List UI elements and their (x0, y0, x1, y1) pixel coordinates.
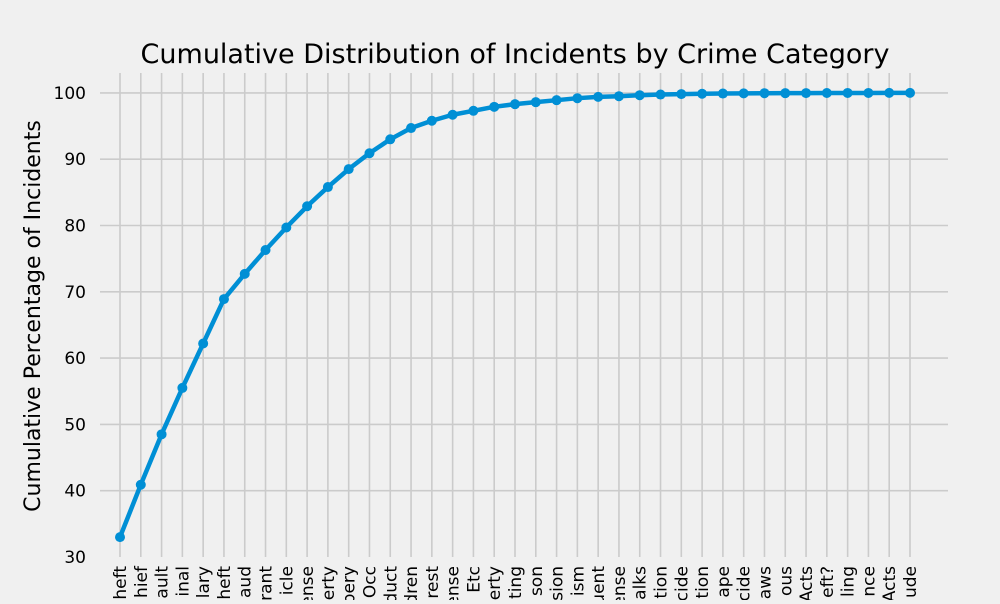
x-tick-label: lary (194, 566, 214, 598)
x-tick-label: Acts (880, 566, 900, 600)
chart-title: Cumulative Distribution of Incidents by … (141, 39, 890, 70)
data-point (198, 338, 209, 349)
x-tick-label: Etc (464, 566, 484, 593)
x-tick-label: alks (631, 566, 651, 600)
y-tick-labels: 30 40 50 60 70 80 90 100 (54, 84, 86, 568)
x-tick-label: ense (610, 566, 630, 600)
x-tick-label: heft (111, 566, 131, 600)
data-point (655, 89, 666, 100)
data-point (801, 88, 812, 99)
data-point (697, 88, 708, 99)
data-point (135, 479, 146, 490)
y-tick-label: 30 (64, 548, 86, 568)
x-tick-label: erty (485, 566, 505, 600)
data-point (905, 87, 915, 98)
x-tick-label: heft (215, 566, 235, 600)
x-tick-label: duct (381, 566, 401, 600)
x-tick-label: ism (568, 566, 588, 596)
data-point (177, 382, 188, 393)
x-tick-label: tion (693, 566, 713, 599)
data-point (842, 87, 853, 98)
data-point (239, 268, 250, 279)
data-point (302, 201, 313, 212)
data-point (364, 148, 375, 159)
data-point (426, 115, 437, 126)
x-tick-label: icle (277, 566, 297, 595)
data-point (510, 99, 520, 110)
x-tick-label: rant (257, 566, 277, 600)
x-tick-label: cide (735, 566, 755, 600)
x-tick-label: aud (236, 566, 256, 598)
data-point (572, 93, 583, 104)
x-tick-label: son (527, 566, 547, 596)
data-point (613, 91, 624, 102)
x-tick-label: dren (402, 566, 422, 600)
x-tick-label: ault (153, 566, 173, 599)
y-tick-label: 60 (64, 349, 86, 369)
data-point (343, 164, 354, 175)
y-axis-label: Cumulative Percentage of Incidents (21, 120, 46, 512)
x-tick-label: rest (423, 566, 443, 599)
data-point (551, 95, 562, 106)
x-tick-label: aws (755, 566, 775, 599)
data-point (821, 88, 832, 99)
data-point (406, 123, 417, 134)
y-tick-label: 90 (64, 150, 86, 170)
y-tick-label: 50 (64, 415, 86, 435)
series-layer (115, 87, 915, 543)
data-point (530, 97, 541, 108)
y-tick-label: 70 (64, 283, 86, 303)
x-tick-label: erty (319, 566, 339, 600)
data-point (468, 105, 479, 116)
x-tick-label: ling (839, 566, 859, 597)
x-tick-label: ting (506, 566, 526, 599)
data-point (780, 88, 791, 99)
data-point (447, 109, 458, 120)
x-tick-label: cide (672, 566, 692, 600)
data-point (281, 222, 292, 233)
x-tick-label: Occ (360, 566, 380, 598)
data-point (717, 88, 728, 99)
data-point (115, 532, 125, 543)
x-tick-label: Acts (797, 566, 817, 600)
y-tick-label: 80 (64, 216, 86, 236)
x-tick-label: ense (298, 566, 318, 600)
data-point (593, 91, 604, 102)
x-tick-label: hief (132, 565, 152, 598)
x-tick-label: uent (589, 566, 609, 600)
y-tick-label: 40 (64, 482, 86, 502)
data-point (260, 245, 271, 256)
x-tick-label: eft? (818, 566, 838, 598)
x-gridlines (119, 73, 911, 557)
data-point (884, 87, 895, 98)
data-point (738, 88, 749, 99)
x-tick-label: ense (444, 566, 464, 600)
x-tick-label: inal (173, 566, 193, 597)
data-point (759, 88, 770, 99)
x-tick-labels: heft hief ault inal lary heft aud rant icle ense e… (111, 565, 921, 604)
data-point (634, 90, 645, 101)
x-tick-label: bery (340, 566, 360, 600)
data-point (156, 429, 167, 440)
x-tick-label: ous (776, 566, 796, 596)
data-point (322, 182, 333, 193)
data-point (863, 87, 874, 98)
data-point (676, 89, 687, 100)
data-point (489, 101, 500, 112)
y-tick-label: 100 (54, 84, 86, 104)
x-tick-label: ude (901, 566, 921, 598)
x-tick-label: ape (714, 566, 734, 598)
x-tick-label: tion (652, 566, 672, 599)
x-tick-label: sion (548, 566, 568, 600)
data-point (218, 294, 229, 305)
data-point (385, 134, 396, 145)
x-tick-label: nce (859, 566, 879, 597)
